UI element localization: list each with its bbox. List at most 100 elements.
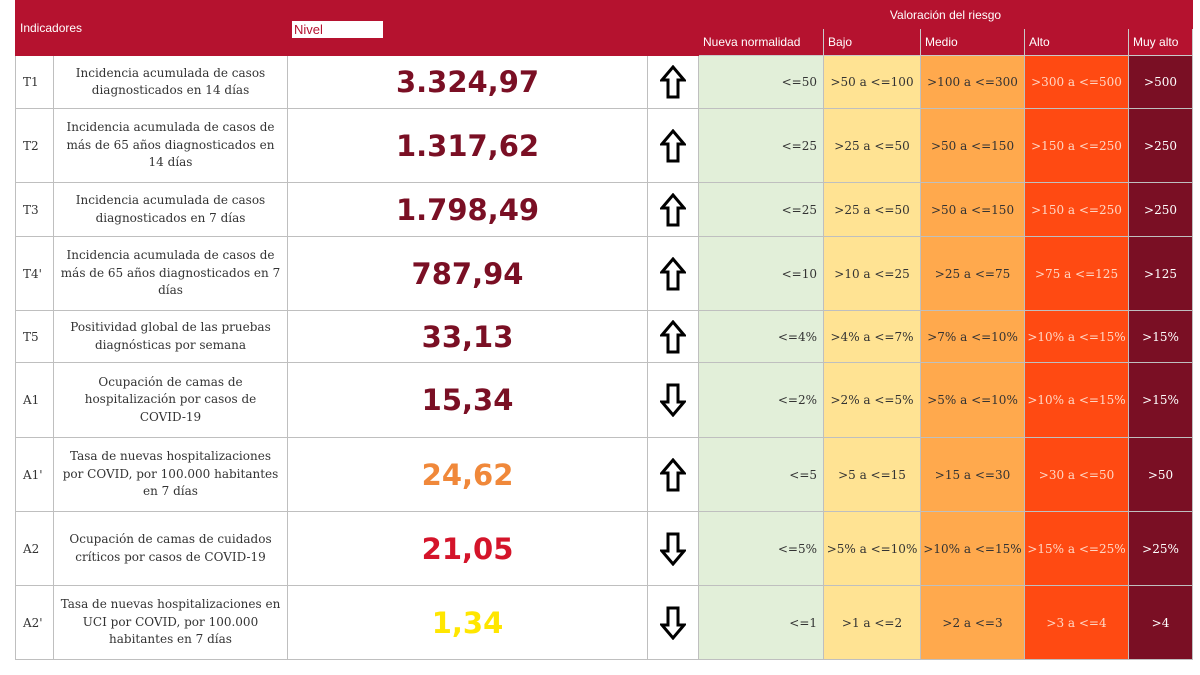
- table-row: T1 Incidencia acumulada de casos diagnost…: [15, 55, 1194, 109]
- indicator-code: T5: [15, 310, 54, 363]
- range-medio: >100 a <=300: [920, 55, 1026, 109]
- range-alto: >3 a <=4: [1024, 585, 1130, 660]
- indicator-value: 24,62: [287, 437, 649, 512]
- range-bajo: >5% a <=10%: [823, 511, 922, 586]
- range-medio: >2 a <=3: [920, 585, 1026, 660]
- indicator-description: Incidencia acumulada de casos de más de …: [52, 236, 289, 311]
- range-alto: >300 a <=500: [1024, 55, 1130, 109]
- indicator-value: 3.324,97: [287, 55, 649, 109]
- up-arrow-icon: [649, 192, 698, 227]
- range-nueva-normalidad: <=2%: [698, 362, 825, 438]
- header-nivel: Nivel: [287, 0, 700, 56]
- table-row: T2 Incidencia acumulada de casos de más d…: [15, 108, 1194, 183]
- range-medio: >50 a <=150: [920, 108, 1026, 183]
- risk-indicators-table: Indicadores Nivel Valoración del riesgo …: [14, 0, 1194, 660]
- range-alto: >10% a <=15%: [1024, 362, 1130, 438]
- header-cat-muy-alto: Muy alto: [1128, 28, 1194, 56]
- trend-cell: [647, 108, 700, 183]
- range-nueva-normalidad: <=10: [698, 236, 825, 311]
- indicator-code: T4': [15, 236, 54, 311]
- trend-cell: [647, 511, 700, 586]
- range-nueva-normalidad: <=4%: [698, 310, 825, 363]
- table-row: A1' Tasa de nuevas hospitalizaciones por …: [15, 437, 1194, 512]
- header-cat-medio: Medio: [920, 28, 1026, 56]
- range-bajo: >2% a <=5%: [823, 362, 922, 438]
- range-bajo: >50 a <=100: [823, 55, 922, 109]
- range-bajo: >5 a <=15: [823, 437, 922, 512]
- up-arrow-icon: [649, 319, 698, 354]
- indicator-code: T2: [15, 108, 54, 183]
- header-valoracion-riesgo: Valoración del riesgo: [698, 0, 1194, 29]
- range-bajo: >10 a <=25: [823, 236, 922, 311]
- range-alto: >30 a <=50: [1024, 437, 1130, 512]
- range-muy-alto: >500: [1128, 55, 1194, 109]
- indicator-description: Ocupación de camas de hospitalización po…: [52, 362, 289, 438]
- down-arrow-icon: [649, 532, 698, 566]
- indicator-value: 1.317,62: [287, 108, 649, 183]
- indicator-code: T3: [15, 182, 54, 237]
- indicator-description: Tasa de nuevas hospitalizaciones en UCI …: [52, 585, 289, 660]
- indicator-description: Positividad global de las pruebas diagnó…: [52, 310, 289, 363]
- indicator-value: 1,34: [287, 585, 649, 660]
- header-indicadores: Indicadores: [14, 0, 289, 56]
- range-medio: >25 a <=75: [920, 236, 1026, 311]
- range-muy-alto: >25%: [1128, 511, 1194, 586]
- table-row: T4' Incidencia acumulada de casos de más …: [15, 236, 1194, 311]
- range-muy-alto: >250: [1128, 182, 1194, 237]
- indicator-description: Tasa de nuevas hospitalizaciones por COV…: [52, 437, 289, 512]
- header-cat-nueva-normalidad: Nueva normalidad: [698, 28, 825, 56]
- trend-cell: [647, 437, 700, 512]
- indicator-code: T1: [15, 55, 54, 109]
- range-medio: >15 a <=30: [920, 437, 1026, 512]
- range-alto: >75 a <=125: [1024, 236, 1130, 311]
- range-muy-alto: >15%: [1128, 362, 1194, 438]
- range-muy-alto: >250: [1128, 108, 1194, 183]
- range-medio: >7% a <=10%: [920, 310, 1026, 363]
- range-alto: >150 a <=250: [1024, 182, 1130, 237]
- range-muy-alto: >125: [1128, 236, 1194, 311]
- indicator-description: Incidencia acumulada de casos de más de …: [52, 108, 289, 183]
- table-row: A2' Tasa de nuevas hospitalizaciones en U…: [15, 585, 1194, 660]
- table-row: A1 Ocupación de camas de hospitalización …: [15, 362, 1194, 438]
- trend-cell: [647, 182, 700, 237]
- indicator-value: 787,94: [287, 236, 649, 311]
- down-arrow-icon: [649, 383, 698, 417]
- indicator-description: Ocupación de camas de cuidados críticos …: [52, 511, 289, 586]
- range-bajo: >1 a <=2: [823, 585, 922, 660]
- down-arrow-icon: [649, 606, 698, 640]
- up-arrow-icon: [649, 65, 698, 99]
- up-arrow-icon: [649, 128, 698, 163]
- trend-cell: [647, 585, 700, 660]
- header-cat-bajo: Bajo: [823, 28, 922, 56]
- trend-cell: [647, 310, 700, 363]
- range-nueva-normalidad: <=50: [698, 55, 825, 109]
- indicator-description: Incidencia acumulada de casos diagnostic…: [52, 182, 289, 237]
- range-medio: >10% a <=15%: [920, 511, 1026, 586]
- range-alto: >10% a <=15%: [1024, 310, 1130, 363]
- table-row: T3 Incidencia acumulada de casos diagnost…: [15, 182, 1194, 237]
- range-nueva-normalidad: <=5: [698, 437, 825, 512]
- range-alto: >15% a <=25%: [1024, 511, 1130, 586]
- indicator-value: 33,13: [287, 310, 649, 363]
- indicator-value: 15,34: [287, 362, 649, 438]
- nivel-label: Nivel: [292, 21, 383, 38]
- range-nueva-normalidad: <=1: [698, 585, 825, 660]
- range-alto: >150 a <=250: [1024, 108, 1130, 183]
- trend-cell: [647, 55, 700, 109]
- range-nueva-normalidad: <=25: [698, 108, 825, 183]
- range-medio: >50 a <=150: [920, 182, 1026, 237]
- indicator-code: A2: [15, 511, 54, 586]
- range-bajo: >25 a <=50: [823, 182, 922, 237]
- up-arrow-icon: [649, 256, 698, 291]
- indicator-value: 1.798,49: [287, 182, 649, 237]
- range-nueva-normalidad: <=25: [698, 182, 825, 237]
- range-muy-alto: >4: [1128, 585, 1194, 660]
- table-row: T5 Positividad global de las pruebas diag…: [15, 310, 1194, 363]
- indicator-code: A1': [15, 437, 54, 512]
- trend-cell: [647, 362, 700, 438]
- range-bajo: >25 a <=50: [823, 108, 922, 183]
- indicator-code: A1: [15, 362, 54, 438]
- range-muy-alto: >50: [1128, 437, 1194, 512]
- indicator-description: Incidencia acumulada de casos diagnostic…: [52, 55, 289, 109]
